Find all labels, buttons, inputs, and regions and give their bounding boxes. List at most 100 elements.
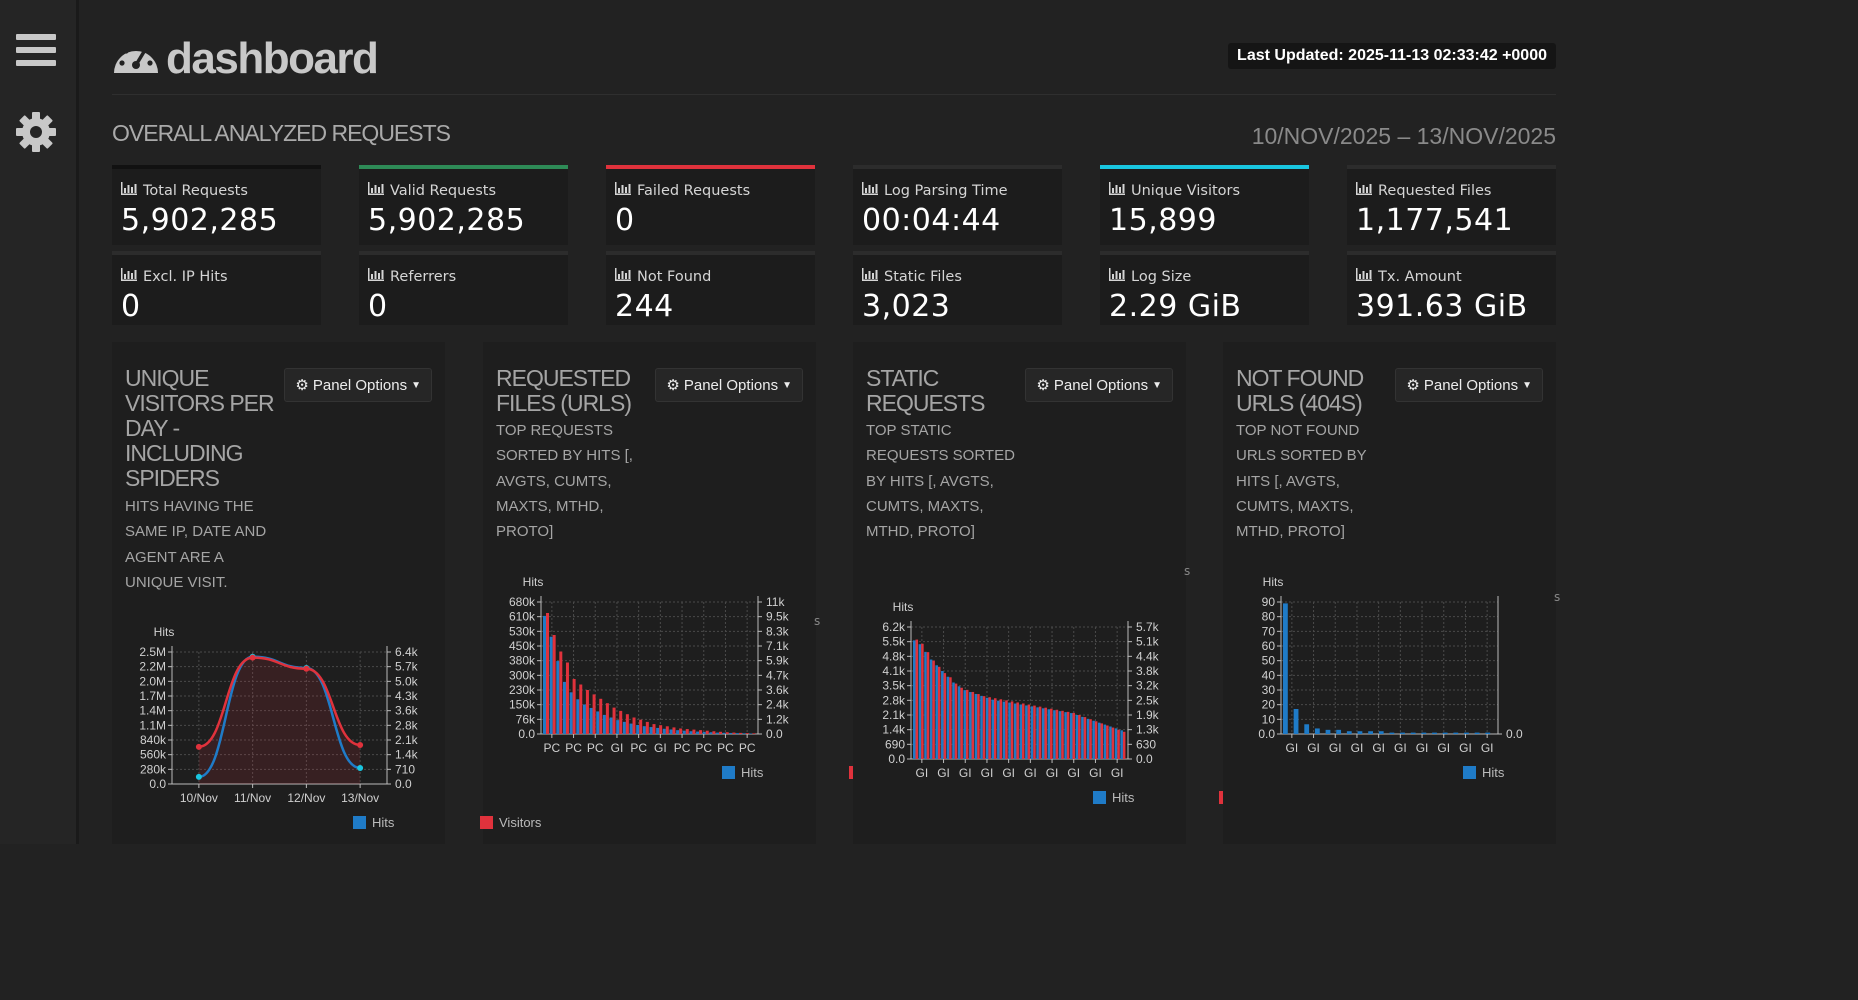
x-tick-label: 11/Nov [234, 791, 271, 805]
legend-hits[interactable]: Hits [353, 815, 394, 830]
hits-bar [589, 707, 593, 734]
y-left-tick-label: 4.8k [882, 649, 906, 663]
y-left-tick-label: 2.0M [139, 674, 166, 688]
metric-label-text: Total Requests [143, 182, 248, 199]
metric-label: Not Found [615, 268, 711, 285]
y-left-tick-label: 2.8k [882, 693, 906, 707]
menu-icon[interactable] [14, 28, 60, 74]
legend-visitors[interactable]: Visitors [480, 815, 541, 830]
y-left-tick-label: 1.4M [139, 704, 166, 718]
bar-chart-icon [862, 182, 878, 199]
visitors-bar [921, 643, 924, 759]
hits-bar [656, 727, 660, 734]
metric-label-text: Referrers [390, 268, 457, 285]
visitors-bar [1022, 703, 1025, 759]
hits-bar [1389, 732, 1395, 734]
y-left-tick-label: 2.2M [139, 660, 166, 674]
hits-bar [1474, 732, 1480, 734]
last-updated-badge: Last Updated: 2025-11-13 02:33:42 +0000 [1228, 43, 1556, 69]
hits-bar [1109, 726, 1112, 759]
panel-options-button[interactable]: ⚙ Panel Options ▼ [655, 368, 803, 402]
hits-bar [569, 692, 573, 734]
hits-point [195, 773, 202, 780]
visitors-bar [652, 724, 656, 734]
hits-bar [716, 732, 720, 734]
visitors-bar [752, 733, 756, 734]
metric-label: Tx. Amount [1356, 268, 1462, 285]
legend-hits[interactable]: Hits [722, 765, 763, 780]
metric-label: Referrers [368, 268, 456, 285]
metric-card-valid-requests: Valid Requests 5,902,285 [359, 165, 568, 245]
visitors-bar [1122, 731, 1126, 759]
hits-bar [963, 690, 966, 759]
visitors-bar [1055, 709, 1059, 759]
legend-swatch [722, 766, 735, 779]
main-content: dashboard Last Updated: 2025-11-13 02:33… [112, 0, 1560, 844]
y-right-tick-label: 4.3k [395, 689, 419, 703]
panel-options-button[interactable]: ⚙ Panel Options ▼ [1395, 368, 1543, 402]
y-right-tick-label: 4.7k [766, 668, 790, 682]
hits-bar [543, 615, 546, 734]
hits-bar [980, 695, 983, 759]
hits-bar [1019, 704, 1023, 759]
y-right-tick-label: 0.0 [1506, 727, 1523, 741]
hits-bar [616, 720, 620, 734]
date-range: 10/NOV/2025 – 13/NOV/2025 [1251, 123, 1556, 149]
visitors-point [357, 741, 364, 748]
header: dashboard Last Updated: 2025-11-13 02:33… [112, 30, 1556, 95]
legend-label: Visitors [499, 815, 542, 830]
panel-options-button[interactable]: ⚙ Panel Options ▼ [1025, 368, 1173, 402]
hits-bar [1081, 716, 1084, 759]
hits-bar [729, 732, 733, 734]
bar-chart-icon [1356, 182, 1372, 199]
x-tick-label: GI [1394, 741, 1407, 755]
x-tick-label: GI [1329, 741, 1342, 755]
x-tick-label: GI [1459, 741, 1472, 755]
legend-label: Hits [741, 765, 764, 780]
hits-bar [1368, 731, 1373, 734]
clipped-axis-label: s [814, 614, 821, 628]
y-left-tick-label: 30 [1262, 683, 1276, 697]
visitors-bar [685, 729, 689, 734]
visitors-bar [932, 660, 935, 759]
y-left-tick-label: 0.0 [518, 727, 535, 741]
bar-chart-icon [121, 268, 137, 285]
y-left-tick-label: 530k [509, 624, 536, 638]
x-tick-label: GI [1024, 766, 1037, 780]
visitors-bar [1005, 700, 1008, 759]
hits-bar [957, 686, 961, 759]
y-right-tick-label: 9.5k [766, 610, 790, 624]
hits-bar [1030, 706, 1034, 759]
legend-hits[interactable]: Hits [1463, 765, 1504, 780]
y-right-tick-label: 5.1k [1136, 635, 1160, 649]
y-axis-title: Hits [154, 625, 175, 639]
visitors-bar [739, 732, 743, 734]
hits-bar [689, 731, 693, 734]
hits-bar [969, 692, 972, 759]
hits-bar [556, 661, 560, 734]
y-axis-title: Hits [1263, 575, 1284, 589]
gear-icon: ⚙ [666, 377, 680, 394]
hits-bar [1008, 702, 1011, 759]
metric-label: Requested Files [1356, 182, 1491, 199]
legend-hits[interactable]: Hits [1093, 790, 1134, 805]
visitors-bar [954, 683, 958, 759]
visitors-bar [1061, 710, 1064, 759]
panel-requests: Requested Files (URLs) Top requests sort… [483, 342, 816, 844]
gear-icon[interactable] [14, 110, 60, 156]
metric-value: 0 [615, 203, 635, 238]
x-tick-label: PC [695, 741, 712, 755]
metric-label: Log Parsing Time [862, 182, 1008, 199]
hits-bar [941, 671, 944, 759]
visitors-bar [1083, 717, 1087, 759]
hits-bar [1485, 732, 1491, 734]
x-tick-label: PC [544, 741, 561, 755]
panel-options-button[interactable]: ⚙ Panel Options ▼ [284, 368, 432, 402]
y-right-tick-label: 0.0 [766, 727, 783, 741]
visitors-bar [943, 673, 947, 759]
hits-bar [935, 665, 938, 759]
metric-value: 5,902,285 [368, 203, 526, 238]
hits-bar [609, 717, 613, 734]
chart-axes: Hits 2.5M2.2M2.0M1.7M1.4M1.1M840k560k280k… [139, 625, 418, 805]
